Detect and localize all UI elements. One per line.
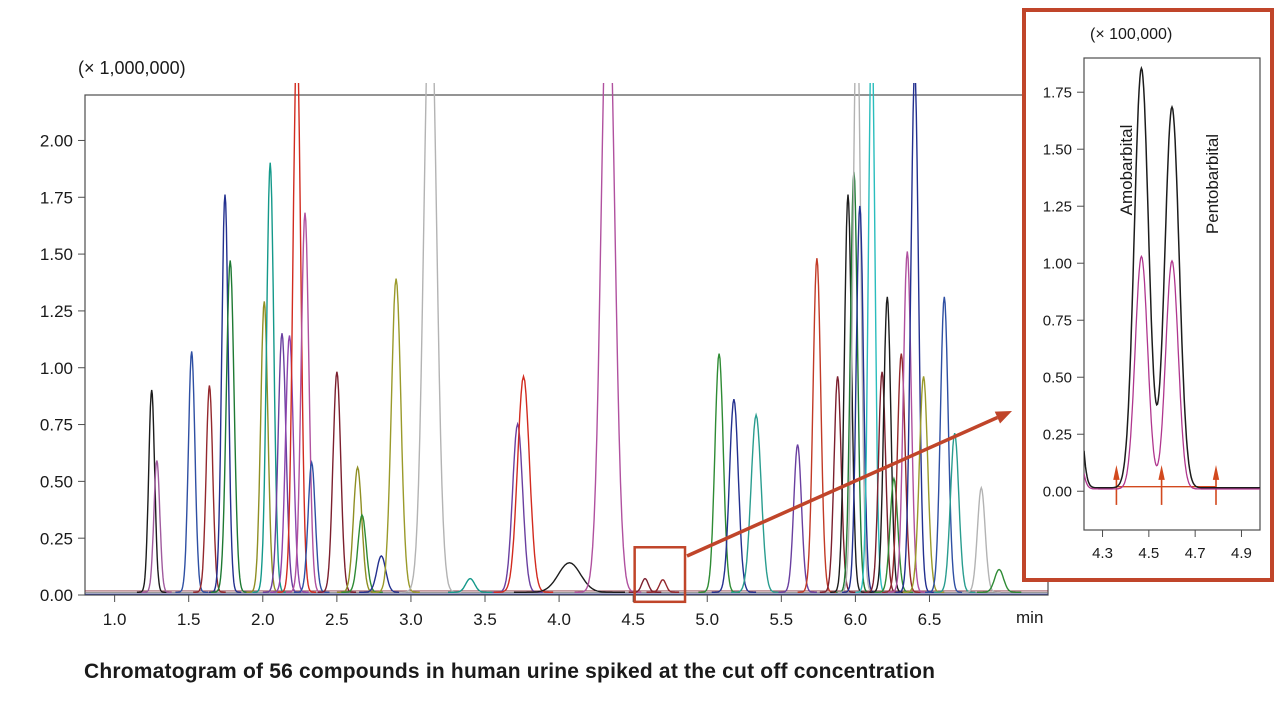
- peak-trace: [262, 333, 302, 593]
- peak-trace: [359, 554, 404, 593]
- y-tick-label: 0.00: [40, 586, 73, 605]
- x-tick-label: 5.0: [695, 610, 719, 629]
- y-tick-label: 1.50: [1043, 142, 1072, 159]
- callout-arrowhead: [994, 411, 1012, 424]
- peak-trace: [882, 353, 921, 593]
- x-tick-label: 1.5: [177, 610, 201, 629]
- inset-trace-layer: [1084, 65, 1260, 505]
- peak-trace: [869, 296, 905, 593]
- inset-chromatogram: 4.3 4.5 4.7 4.9 0.00 0.25 0.50 0.75 1.00 1.25 1.50…: [1043, 57, 1261, 562]
- x-tick-label: 3.0: [399, 610, 423, 629]
- peak-trace: [837, 83, 877, 593]
- main-axis-scale-label: (× 1,000,000): [78, 58, 186, 78]
- x-tick-label: 4.5: [621, 610, 645, 629]
- peak-trace: [976, 568, 1022, 593]
- y-tick-label: 1.75: [1043, 85, 1072, 102]
- peak-trace: [193, 385, 226, 593]
- x-tick-label: 1.0: [103, 610, 127, 629]
- peak-trace: [778, 444, 817, 593]
- peak-trace: [925, 296, 964, 593]
- y-tick-label: 0.75: [1043, 313, 1072, 330]
- y-tick-label: 1.50: [40, 245, 73, 264]
- peak-trace: [372, 278, 420, 593]
- x-tick-label: 4.0: [547, 610, 571, 629]
- peak-trace: [842, 205, 878, 593]
- peak-trace: [448, 577, 493, 593]
- peak-trace: [646, 579, 680, 593]
- y-tick-label: 0.00: [1043, 484, 1072, 501]
- inset-axis-scale-label: (× 100,000): [1090, 26, 1173, 43]
- peak-trace: [513, 561, 625, 593]
- y-tick-label: 1.25: [1043, 199, 1072, 216]
- peak-trace: [574, 83, 642, 593]
- peak-trace: [142, 460, 172, 593]
- x-tick-label: 4.7: [1185, 545, 1206, 562]
- peak-trace: [246, 301, 282, 593]
- x-tick-label: 6.5: [918, 610, 942, 629]
- peak-trace: [962, 485, 1001, 593]
- peak-trace: [270, 335, 309, 593]
- peak-trace: [493, 373, 554, 593]
- callout-arrow: [686, 415, 999, 558]
- inset-panel: 4.3 4.5 4.7 4.9 0.00 0.25 0.50 0.75 1.00 1.25 1.50…: [1022, 8, 1274, 582]
- x-tick-label: 3.5: [473, 610, 497, 629]
- x-tick-label: 4.3: [1092, 545, 1113, 562]
- peak-trace: [698, 353, 740, 593]
- y-tick-label: 0.25: [40, 529, 73, 548]
- peak-trace: [208, 194, 242, 593]
- plot-frame: [1083, 57, 1261, 531]
- peak-trace: [175, 351, 208, 593]
- y-tick-label: 1.00: [1043, 256, 1072, 273]
- x-tick-label: 4.5: [1138, 545, 1159, 562]
- series-trace-magenta-trace: [1084, 254, 1260, 490]
- y-tick-label: 1.25: [40, 302, 73, 321]
- x-tick-label: 4.9: [1231, 545, 1252, 562]
- integration-tick-arrow: [1113, 465, 1120, 480]
- peak-trace: [399, 83, 462, 593]
- peak-trace: [797, 258, 837, 593]
- peak-trace: [711, 398, 757, 593]
- x-tick-label: 2.5: [325, 610, 349, 629]
- x-tick-label: 5.5: [770, 610, 794, 629]
- y-tick-label: 0.75: [40, 416, 73, 435]
- highlight-box: [633, 546, 687, 604]
- y-tick-label: 0.50: [1043, 370, 1072, 387]
- integration-tick-arrow: [1212, 465, 1220, 480]
- y-tick-label: 0.50: [40, 472, 73, 491]
- y-tick-label: 0.25: [1043, 427, 1072, 444]
- integration-tick-arrow: [1158, 465, 1165, 480]
- main-chromatogram: 1.0 1.5 2.0 2.5 3.0 3.5 4.0 4.5 5.0 5.5 6.0 6.5 0.00…: [40, 83, 1049, 629]
- peak-label-pentobarbital: Pentobarbital: [1203, 133, 1222, 235]
- peak-label-amobarbital: Amobarbital: [1117, 124, 1136, 216]
- x-tick-label: 6.0: [844, 610, 868, 629]
- peak-trace: [888, 251, 927, 593]
- series-trace-black-trace: [1084, 65, 1260, 489]
- peak-trace: [136, 389, 167, 593]
- peak-trace: [819, 376, 856, 593]
- peak-trace: [895, 83, 934, 593]
- figure-caption: Chromatogram of 56 compounds in human ur…: [84, 660, 936, 683]
- y-tick-label: 1.75: [40, 188, 73, 207]
- peak-trace: [731, 412, 782, 593]
- trace-layer: [85, 83, 1048, 595]
- x-axis-unit-label: min: [1016, 608, 1044, 627]
- y-tick-label: 2.00: [40, 132, 73, 151]
- peak-trace: [285, 212, 325, 593]
- x-tick-label: 2.0: [251, 610, 275, 629]
- peak-trace: [277, 83, 317, 593]
- peak-trace: [252, 162, 288, 593]
- y-tick-label: 1.00: [40, 359, 73, 378]
- peak-trace: [902, 376, 945, 593]
- peak-trace: [210, 260, 250, 593]
